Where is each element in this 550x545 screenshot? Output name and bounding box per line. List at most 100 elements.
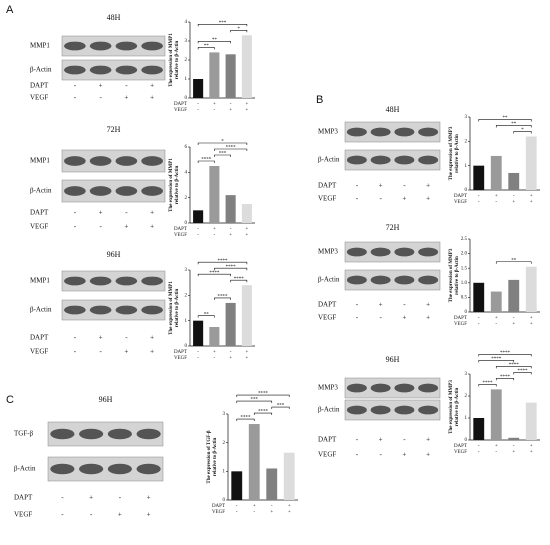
treatment-label: VEGF bbox=[30, 223, 48, 231]
significance-label: ** bbox=[511, 258, 517, 263]
treatment-sign: + bbox=[124, 223, 128, 231]
y-tick-label: 1.5 bbox=[461, 266, 468, 271]
chart-treatment-sign: + bbox=[288, 510, 291, 515]
chart-treatment-sign: - bbox=[271, 504, 273, 509]
bar bbox=[225, 302, 236, 346]
y-axis-label-line: The expression of MMP3 bbox=[449, 126, 454, 180]
blot-strip bbox=[61, 35, 166, 57]
significance-label: *** bbox=[219, 21, 227, 26]
blot-label: β-Actin bbox=[318, 156, 340, 164]
panel-letter: A bbox=[6, 4, 14, 16]
chart-treatment-label: VEGF bbox=[212, 510, 225, 515]
treatment-sign: + bbox=[426, 314, 430, 322]
treatment-sign: - bbox=[90, 511, 93, 519]
blot-band bbox=[89, 156, 112, 166]
chart-treatment-sign: - bbox=[230, 227, 232, 232]
y-axis-label-line: relative to β-Actin bbox=[455, 387, 460, 426]
treatment-sign: - bbox=[125, 334, 128, 342]
treatment-sign: + bbox=[147, 511, 151, 519]
bar bbox=[473, 282, 485, 312]
blot-label: β-Actin bbox=[30, 306, 52, 314]
chart-treatment-sign: + bbox=[213, 102, 216, 107]
blot-band bbox=[89, 65, 112, 75]
blot-band bbox=[64, 65, 86, 75]
y-tick-label: 3 bbox=[185, 268, 188, 273]
significance-bracket bbox=[478, 354, 532, 357]
significance-bracket bbox=[230, 279, 248, 283]
chart-treatment-sign: - bbox=[478, 194, 480, 199]
treatment-sign: + bbox=[89, 494, 93, 502]
treatment-label: DAPT bbox=[14, 494, 33, 502]
blot-band bbox=[107, 428, 132, 440]
blot-label: MMP3 bbox=[318, 384, 338, 392]
chart-treatment-sign: + bbox=[530, 316, 533, 321]
chart-treatment-sign: + bbox=[512, 200, 515, 205]
significance-label: ** bbox=[212, 38, 218, 43]
treatment-sign: + bbox=[426, 436, 430, 444]
chart-treatment-sign: + bbox=[530, 200, 533, 205]
y-tick-label: 2 bbox=[223, 441, 226, 446]
chart-treatment-label: DAPT bbox=[174, 350, 187, 355]
significance-bracket bbox=[214, 154, 231, 157]
blot-label: TGF-β bbox=[14, 430, 34, 438]
treatment-sign: - bbox=[61, 511, 64, 519]
chart-treatment-label: DAPT bbox=[174, 102, 187, 107]
y-tick-label: 2.5 bbox=[461, 237, 468, 242]
significance-label: **** bbox=[500, 375, 511, 380]
treatment-sign: + bbox=[150, 94, 154, 102]
blot-band bbox=[136, 428, 161, 440]
treatment-sign: - bbox=[125, 82, 128, 90]
blot-strip bbox=[344, 149, 441, 171]
treatment-sign: - bbox=[99, 223, 102, 231]
chart-treatment-sign: + bbox=[245, 233, 248, 238]
chart-treatment-label: DAPT bbox=[454, 444, 467, 449]
blot-band bbox=[64, 276, 86, 286]
y-axis-label: The expression of MMP1relative to β-Acti… bbox=[169, 281, 180, 335]
treatment-sign: - bbox=[74, 334, 77, 342]
chart-treatment-label: DAPT bbox=[212, 504, 225, 509]
significance-bracket bbox=[214, 297, 231, 300]
chart-treatment-sign: + bbox=[245, 356, 248, 361]
significance-bracket bbox=[513, 372, 532, 375]
y-tick-label: 0 bbox=[465, 438, 468, 443]
chart-treatment-sign: + bbox=[530, 444, 533, 449]
y-tick-label: 3 bbox=[223, 412, 226, 417]
chart-treatment-sign: - bbox=[253, 510, 255, 515]
significance-bracket bbox=[197, 273, 231, 277]
blot-band bbox=[418, 247, 439, 257]
chart-treatment-label: VEGF bbox=[174, 356, 187, 361]
chart-treatment-sign: - bbox=[478, 322, 480, 327]
chart-treatment-sign: + bbox=[530, 194, 533, 199]
significance-label: **** bbox=[218, 295, 229, 300]
y-tick-label: 1 bbox=[223, 469, 226, 474]
blot-band bbox=[418, 275, 439, 285]
bar bbox=[248, 424, 260, 500]
blot-label: β-Actin bbox=[318, 406, 340, 414]
treatment-sign: - bbox=[99, 94, 102, 102]
bar bbox=[193, 79, 204, 98]
blot-band bbox=[346, 405, 367, 415]
blot-strip bbox=[61, 59, 166, 81]
blot-band bbox=[370, 127, 391, 137]
y-tick-label: 2 bbox=[465, 139, 468, 144]
treatment-sign: + bbox=[150, 334, 154, 342]
chart-treatment-sign: - bbox=[478, 316, 480, 321]
significance-label: * bbox=[521, 128, 524, 133]
significance-bracket bbox=[197, 142, 248, 145]
significance-label: **** bbox=[209, 271, 220, 276]
y-axis-label-line: The expression of MMP1 bbox=[169, 281, 174, 335]
chart-treatment-sign: - bbox=[236, 504, 238, 509]
significance-label: **** bbox=[226, 265, 237, 270]
y-axis-label: The expression of MMP3relative to β-Acti… bbox=[449, 126, 460, 180]
treatment-sign: - bbox=[403, 301, 406, 309]
blot-band bbox=[370, 275, 391, 285]
treatment-sign: + bbox=[379, 301, 383, 309]
chart-treatment-sign: + bbox=[213, 227, 216, 232]
chart-treatment-sign: - bbox=[214, 356, 216, 361]
treatment-sign: - bbox=[356, 301, 359, 309]
blot-label: MMP1 bbox=[30, 42, 50, 50]
chart-treatment-label: DAPT bbox=[454, 194, 467, 199]
chart-treatment-sign: - bbox=[513, 444, 515, 449]
bar bbox=[241, 204, 252, 223]
significance-bracket bbox=[513, 131, 532, 134]
